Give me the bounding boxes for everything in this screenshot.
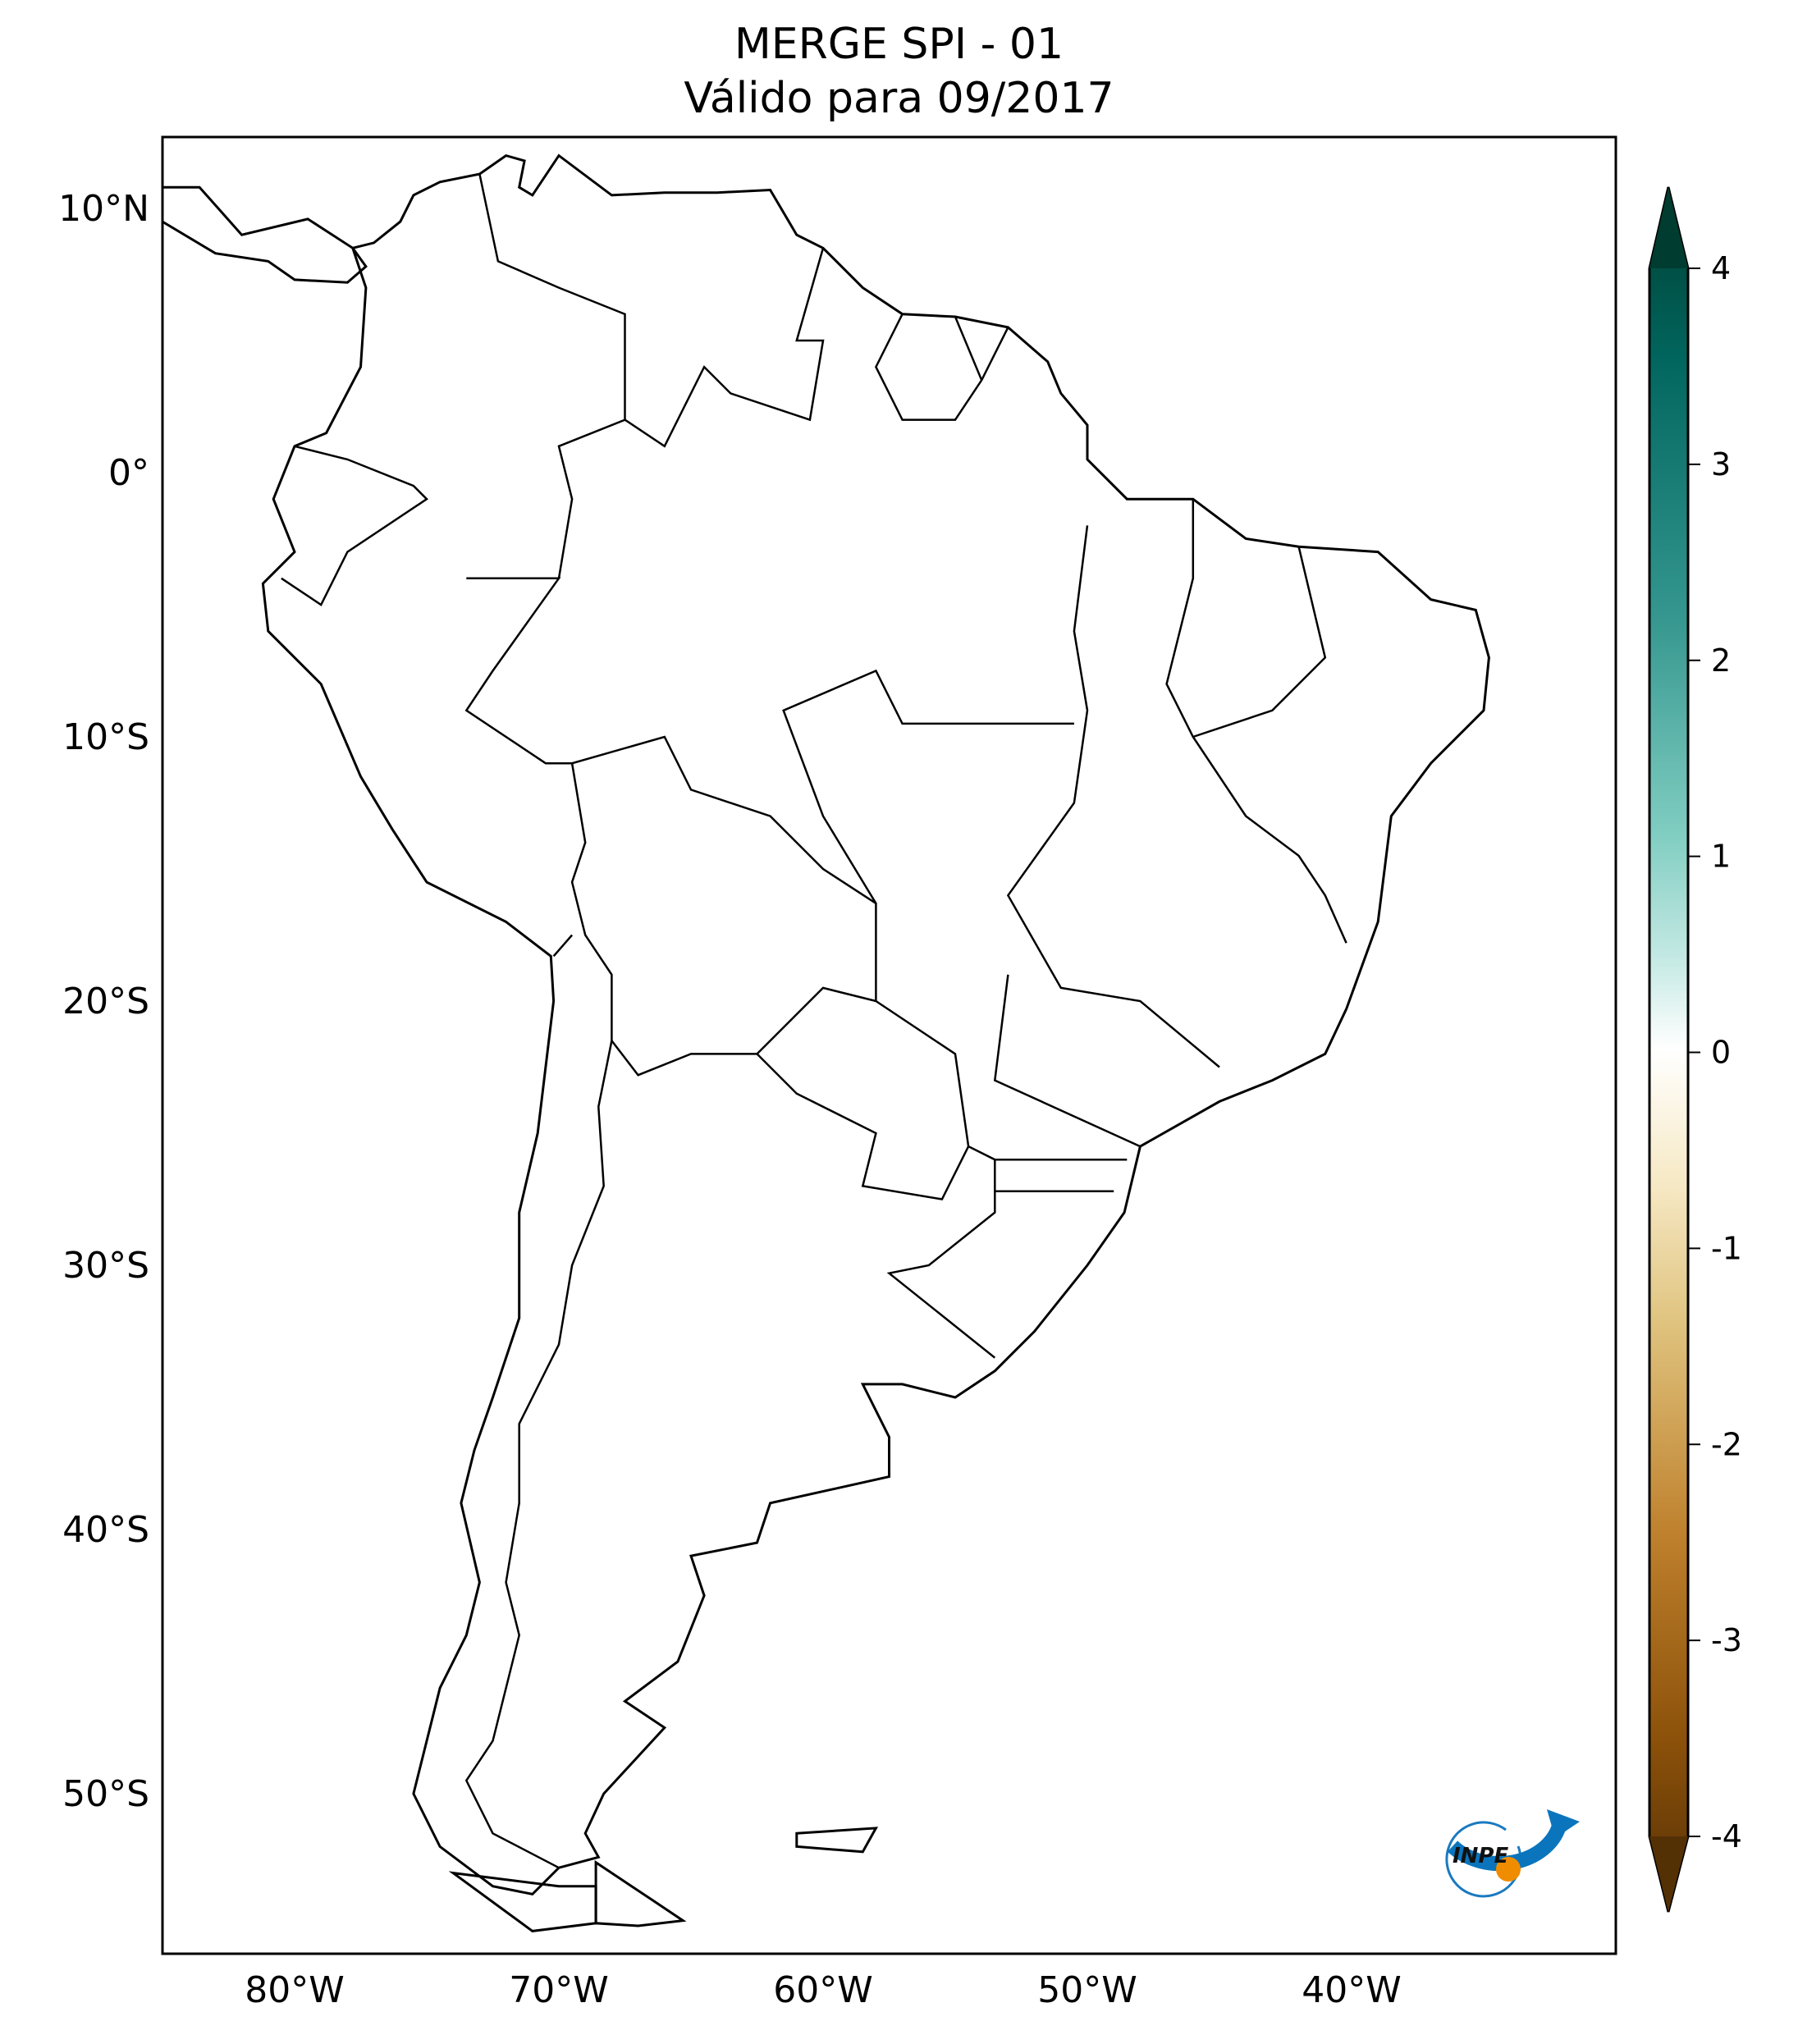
border-line bbox=[478, 173, 626, 579]
colorbar-tick-label: 1 bbox=[1711, 839, 1731, 875]
border-line bbox=[464, 577, 996, 1359]
colorbar: 4 3 2 1 0 -1 -2 -3 -4 bbox=[1648, 186, 1742, 1913]
coastline-segment bbox=[795, 1827, 879, 1854]
spi-region bbox=[480, 1494, 743, 1724]
lat-tick-label: 40°S bbox=[62, 1509, 149, 1551]
coastline-segment bbox=[261, 153, 1490, 1896]
colorbar-tick-label: 2 bbox=[1711, 642, 1731, 679]
border-line bbox=[624, 247, 825, 448]
colorbar-bar bbox=[1648, 186, 1690, 1913]
coastline-segment bbox=[161, 185, 368, 284]
colorbar-tick-label: 4 bbox=[1711, 250, 1731, 286]
border-line bbox=[281, 445, 428, 606]
border-line bbox=[1192, 546, 1327, 738]
spi-region bbox=[348, 226, 611, 455]
lat-tick-label: 10°S bbox=[62, 716, 149, 758]
spi-region bbox=[269, 622, 532, 852]
country-borders bbox=[281, 173, 1347, 1869]
lon-tick-label: 60°W bbox=[773, 1969, 873, 2011]
spi-region bbox=[1288, 622, 1600, 852]
border-line bbox=[756, 1053, 970, 1200]
colorbar-tick-label: 3 bbox=[1711, 446, 1731, 482]
lat-tick-label: 30°S bbox=[62, 1245, 149, 1287]
colorbar-extend-bottom bbox=[1649, 1836, 1688, 1912]
colorbar-tick-label: -3 bbox=[1711, 1622, 1742, 1658]
logo-text: INPE bbox=[1453, 1844, 1508, 1868]
spi-region bbox=[639, 437, 902, 667]
border-line bbox=[1165, 499, 1347, 944]
spi-region bbox=[216, 384, 478, 614]
colorbar-tick-label: -4 bbox=[1711, 1818, 1742, 1854]
lon-tick-label: 40°W bbox=[1302, 1969, 1402, 2011]
border-line bbox=[875, 313, 1009, 421]
spi-region bbox=[561, 780, 873, 1010]
border-line bbox=[954, 316, 983, 381]
spi-region bbox=[930, 1018, 1192, 1248]
coastline-segment bbox=[594, 1859, 687, 1927]
border-line bbox=[993, 974, 1141, 1148]
border-line bbox=[782, 669, 1074, 904]
border-line bbox=[552, 934, 574, 958]
spi-field bbox=[137, 137, 1616, 1954]
colorbar-tick-label: 0 bbox=[1711, 1035, 1731, 1071]
border-line bbox=[1006, 525, 1220, 1068]
lat-tick-label: 0° bbox=[108, 452, 149, 494]
spi-region bbox=[798, 1203, 1060, 1433]
lat-tick-label: 10°N bbox=[58, 188, 149, 230]
border-line bbox=[464, 1040, 613, 1869]
spi-region bbox=[879, 542, 1191, 772]
lon-tick-label: 70°W bbox=[509, 1969, 609, 2011]
spi-region bbox=[1036, 912, 1298, 1142]
spi-region bbox=[428, 939, 690, 1168]
spi-region bbox=[639, 1203, 902, 1433]
colorbar-tick-label: -2 bbox=[1711, 1426, 1742, 1462]
lon-tick-label: 50°W bbox=[1037, 1969, 1137, 2011]
map-frame bbox=[161, 135, 1617, 1955]
inpe-logo: INPE bbox=[1445, 1809, 1580, 1898]
lat-tick-label: 20°S bbox=[62, 981, 149, 1022]
lat-tick-label: 50°S bbox=[62, 1773, 149, 1815]
chart-title-line1: MERGE SPI - 01 bbox=[734, 20, 1064, 69]
colorbar-tick-label: -1 bbox=[1711, 1230, 1742, 1266]
coastline-segment bbox=[448, 1871, 597, 1932]
border-line bbox=[570, 762, 876, 1077]
chart-title-line2: Válido para 09/2017 bbox=[684, 74, 1114, 123]
coastline bbox=[161, 153, 1490, 1932]
spi-region bbox=[904, 702, 1166, 931]
lon-tick-label: 80°W bbox=[245, 1969, 345, 2011]
colorbar-extend-top bbox=[1649, 187, 1688, 268]
